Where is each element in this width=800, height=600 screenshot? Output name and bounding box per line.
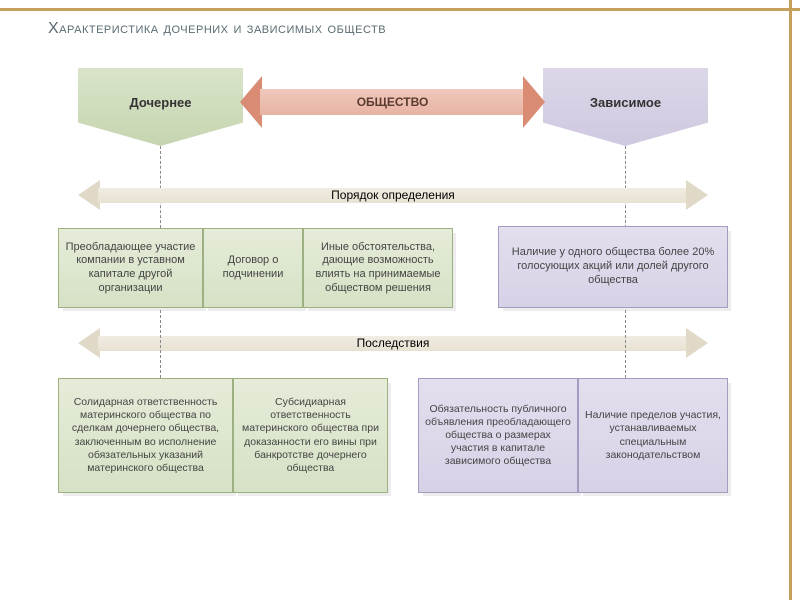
node-dependent: Зависимое bbox=[543, 68, 708, 146]
text: Обязательность публичного объявления пре… bbox=[425, 403, 571, 469]
node-subsidiary: Дочернее bbox=[78, 68, 243, 146]
cons-box-3: Обязательность публичного объявления пре… bbox=[418, 378, 578, 493]
frame-right bbox=[789, 0, 792, 600]
text: Наличие пределов участия, устанавливаемы… bbox=[585, 409, 721, 462]
cons-box-1: Солидарная ответственность материнского … bbox=[58, 378, 233, 493]
page-title: Характеристика дочерних и зависимых обще… bbox=[0, 0, 800, 38]
text: Преобладающее участие компании в уставно… bbox=[65, 241, 196, 296]
dash-left-2 bbox=[160, 310, 161, 378]
label: Последствия bbox=[357, 336, 430, 350]
arrow-society: ОБЩЕСТВО bbox=[240, 76, 545, 128]
dash-right-2 bbox=[625, 310, 626, 378]
cons-box-4: Наличие пределов участия, устанавливаемы… bbox=[578, 378, 728, 493]
text: Договор о подчинении bbox=[210, 254, 296, 282]
cons-box-2: Субсидиарная ответственность материнског… bbox=[233, 378, 388, 493]
label: Порядок определения bbox=[331, 188, 455, 202]
order-box-1: Преобладающее участие компании в уставно… bbox=[58, 228, 203, 308]
label: ОБЩЕСТВО bbox=[357, 95, 429, 109]
label: Зависимое bbox=[590, 95, 661, 110]
order-box-3: Иные обстоятельства, дающие возможность … bbox=[303, 228, 453, 308]
label: Дочернее bbox=[129, 95, 191, 110]
order-box-2: Договор о подчинении bbox=[203, 228, 303, 308]
text: Иные обстоятельства, дающие возможность … bbox=[310, 241, 446, 296]
band-order: Порядок определения bbox=[78, 180, 708, 210]
frame-top bbox=[0, 8, 800, 11]
text: Субсидиарная ответственность материнског… bbox=[240, 396, 381, 475]
text: Наличие у одного общества более 20% голо… bbox=[505, 246, 721, 287]
order-box-4: Наличие у одного общества более 20% голо… bbox=[498, 226, 728, 308]
text: Солидарная ответственность материнского … bbox=[65, 396, 226, 475]
band-consequences: Последствия bbox=[78, 328, 708, 358]
diagram-canvas: Дочернее Зависимое ОБЩЕСТВО Порядок опре… bbox=[18, 38, 778, 578]
